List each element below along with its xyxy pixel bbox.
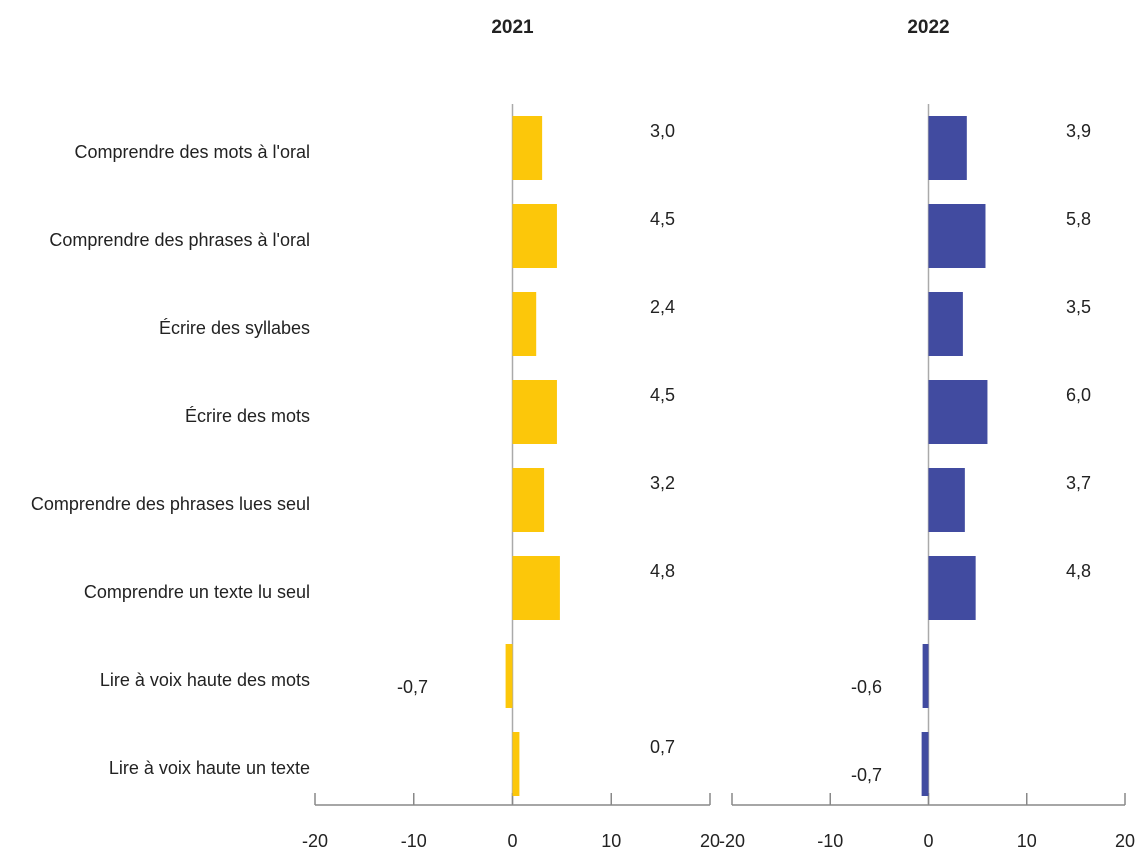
x-tick-label: 10 bbox=[1017, 831, 1037, 851]
value-label: 4,5 bbox=[650, 209, 675, 229]
value-label: 6,0 bbox=[1066, 385, 1091, 405]
value-label: 5,8 bbox=[1066, 209, 1091, 229]
category-label: Comprendre des phrases lues seul bbox=[31, 494, 310, 514]
x-tick-label: 0 bbox=[507, 831, 517, 851]
category-label: Comprendre des mots à l'oral bbox=[74, 142, 310, 162]
x-tick-label: 20 bbox=[700, 831, 720, 851]
value-label: 3,5 bbox=[1066, 297, 1091, 317]
bar bbox=[928, 292, 963, 356]
bar bbox=[505, 644, 513, 708]
bar bbox=[928, 468, 965, 532]
value-label: -0,6 bbox=[851, 677, 882, 697]
category-label: Comprendre des phrases à l'oral bbox=[49, 230, 310, 250]
value-label: 3,0 bbox=[650, 121, 675, 141]
bar bbox=[928, 380, 988, 444]
category-label: Écrire des syllabes bbox=[159, 318, 310, 338]
bar bbox=[921, 732, 929, 796]
bar bbox=[512, 732, 520, 796]
value-label: 3,9 bbox=[1066, 121, 1091, 141]
panel-title: 2021 bbox=[491, 17, 534, 38]
category-label: Lire à voix haute des mots bbox=[100, 670, 310, 690]
value-label: -0,7 bbox=[851, 765, 882, 785]
value-label: 4,5 bbox=[650, 385, 675, 405]
x-tick-label: 20 bbox=[1115, 831, 1135, 851]
value-label: 4,8 bbox=[650, 561, 675, 581]
category-label: Comprendre un texte lu seul bbox=[84, 582, 310, 602]
value-label: -0,7 bbox=[397, 677, 428, 697]
bar bbox=[922, 644, 929, 708]
value-label: 3,2 bbox=[650, 473, 675, 493]
bar bbox=[928, 116, 967, 180]
category-label: Lire à voix haute un texte bbox=[109, 758, 310, 778]
bar bbox=[928, 556, 976, 620]
value-label: 2,4 bbox=[650, 297, 675, 317]
x-tick-label: 0 bbox=[923, 831, 933, 851]
x-tick-label: -10 bbox=[817, 831, 843, 851]
bar bbox=[512, 556, 560, 620]
category-label: Écrire des mots bbox=[185, 406, 310, 426]
x-tick-label: -20 bbox=[302, 831, 328, 851]
value-label: 0,7 bbox=[650, 737, 675, 757]
x-tick-label: 10 bbox=[601, 831, 621, 851]
value-label: 4,8 bbox=[1066, 561, 1091, 581]
bar bbox=[512, 116, 543, 180]
value-label: 3,7 bbox=[1066, 473, 1091, 493]
bar bbox=[512, 468, 545, 532]
x-tick-label: -10 bbox=[401, 831, 427, 851]
bar bbox=[512, 292, 537, 356]
panel-title: 2022 bbox=[907, 17, 949, 38]
bar bbox=[512, 204, 557, 268]
bar bbox=[928, 204, 986, 268]
bar bbox=[512, 380, 557, 444]
x-tick-label: -20 bbox=[719, 831, 745, 851]
